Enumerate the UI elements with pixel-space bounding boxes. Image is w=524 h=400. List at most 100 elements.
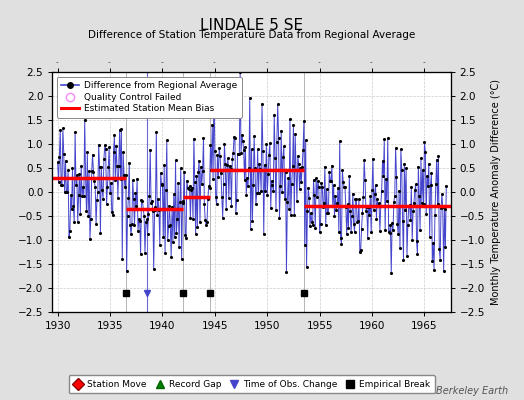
Point xyxy=(419,201,428,208)
Point xyxy=(296,186,304,192)
Point xyxy=(67,192,75,198)
Point xyxy=(60,150,68,157)
Point xyxy=(139,206,147,212)
Point xyxy=(420,139,429,145)
Point xyxy=(369,206,378,213)
Point xyxy=(244,182,252,189)
Point xyxy=(136,251,145,258)
Point xyxy=(293,198,301,204)
Point xyxy=(161,249,169,256)
Point xyxy=(233,151,242,158)
Point xyxy=(62,189,71,195)
Point xyxy=(432,156,441,163)
Point xyxy=(407,184,416,190)
Point xyxy=(261,188,270,194)
Point xyxy=(207,167,215,173)
Point xyxy=(132,202,140,209)
Point xyxy=(60,189,69,196)
Point xyxy=(260,161,269,168)
Point xyxy=(215,145,223,151)
Point xyxy=(318,184,326,190)
Point xyxy=(359,194,367,200)
Point xyxy=(275,135,283,141)
Point xyxy=(298,164,307,170)
Point xyxy=(379,173,388,180)
Point xyxy=(124,194,133,201)
Point xyxy=(253,190,261,196)
Point xyxy=(104,164,113,170)
Point xyxy=(88,168,96,175)
Point xyxy=(231,134,239,141)
Point xyxy=(394,231,402,238)
Point xyxy=(107,209,116,215)
Point xyxy=(172,230,181,236)
Point xyxy=(217,170,225,176)
Point xyxy=(97,164,105,171)
Point xyxy=(216,152,224,159)
Point xyxy=(115,163,123,170)
Point xyxy=(180,169,189,176)
Point xyxy=(178,200,187,206)
Point xyxy=(165,223,173,230)
Point xyxy=(199,134,208,141)
Point xyxy=(259,148,267,154)
Point xyxy=(262,141,270,147)
Point xyxy=(141,250,149,256)
Point xyxy=(256,166,265,172)
Point xyxy=(76,210,84,217)
Point xyxy=(411,181,420,187)
Point xyxy=(252,201,260,207)
Point xyxy=(360,157,368,164)
Point xyxy=(101,142,109,149)
Point xyxy=(340,184,348,190)
Point xyxy=(344,224,353,231)
Point xyxy=(66,228,74,235)
Point xyxy=(195,158,203,164)
Legend: Station Move, Record Gap, Time of Obs. Change, Empirical Break: Station Move, Record Gap, Time of Obs. C… xyxy=(69,376,434,394)
Point xyxy=(110,132,118,138)
Point xyxy=(405,203,413,210)
Point xyxy=(117,126,126,132)
Point xyxy=(408,236,417,243)
Point xyxy=(92,220,100,227)
Point xyxy=(181,232,189,238)
Point xyxy=(424,160,433,167)
Point xyxy=(175,244,183,250)
Point xyxy=(120,172,128,178)
Point xyxy=(427,170,435,176)
Point xyxy=(178,256,186,262)
Point xyxy=(148,198,156,204)
Point xyxy=(170,191,178,197)
Point xyxy=(324,210,333,216)
Point xyxy=(128,177,137,184)
Point xyxy=(176,198,184,205)
Point xyxy=(398,166,406,173)
Point xyxy=(196,164,205,170)
Point xyxy=(234,151,243,158)
Point xyxy=(153,212,161,218)
Point xyxy=(267,205,275,211)
Point xyxy=(439,204,447,211)
Point xyxy=(159,234,168,240)
Point xyxy=(372,216,380,222)
Point xyxy=(129,195,138,202)
Point xyxy=(214,174,223,180)
Point xyxy=(188,184,196,191)
Point xyxy=(57,182,66,188)
Point xyxy=(416,226,424,233)
Point xyxy=(131,190,139,196)
Point xyxy=(346,208,354,214)
Point xyxy=(387,270,396,276)
Point xyxy=(385,229,394,236)
Point xyxy=(277,128,286,134)
Point xyxy=(135,216,143,222)
Point xyxy=(78,193,86,200)
Point xyxy=(246,95,254,101)
Point xyxy=(68,164,77,171)
Point xyxy=(382,176,390,182)
Point xyxy=(419,166,427,173)
Point xyxy=(278,189,286,196)
Point xyxy=(163,236,172,243)
Point xyxy=(203,219,211,226)
Point xyxy=(400,161,409,167)
